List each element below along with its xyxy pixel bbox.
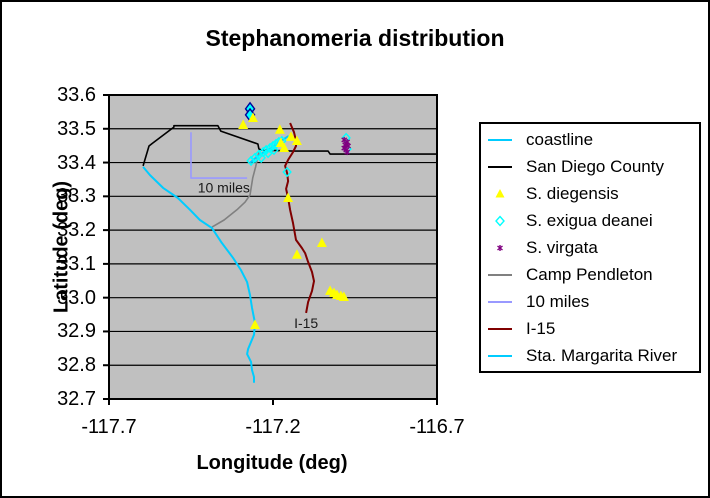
y-tick-label: 33.0: [57, 286, 96, 309]
y-tick-label: 32.7: [57, 388, 96, 410]
legend-item-10-miles: 10 miles: [485, 289, 699, 315]
legend-item-label: S. diegensis: [526, 183, 619, 203]
i-15-line: [284, 122, 315, 314]
annotation-i-15: I-15: [294, 315, 318, 331]
10-miles-swatch-icon: [488, 300, 512, 303]
x-tick-label: -117.2: [245, 416, 301, 438]
legend-item-san-diego-county: San Diego County: [485, 154, 699, 180]
legend-item-i-15: I-15: [485, 316, 699, 342]
legend-item-label: S. virgata: [526, 237, 598, 257]
s-diegensis-marker: [291, 249, 302, 259]
y-tick-label: 33.4: [57, 151, 96, 174]
san-diego-county-line: [142, 124, 437, 167]
legend-item-label: I-15: [526, 318, 556, 338]
s-diegensis-marker: [279, 142, 290, 153]
s-diegensis-marker: [291, 135, 302, 145]
x-tick-label: -117.7: [81, 416, 137, 438]
y-tick-label: 32.9: [57, 320, 96, 343]
s-diegensis-marker: [283, 192, 294, 203]
s-diegensis-marker: [338, 291, 349, 301]
chart-title: Stephanomeria distribution: [205, 25, 505, 51]
y-tick-label: 33.2: [57, 219, 96, 242]
s-exigua-deanei-marker: [268, 140, 278, 152]
s-virgata-marker: [344, 149, 351, 156]
plot-background: [108, 94, 438, 400]
s-exigua-deanei-swatch-icon: [495, 214, 505, 227]
legend: coastline San Diego County S. diegensis S. …: [479, 122, 701, 373]
legend-item-label: coastline: [526, 129, 594, 149]
legend-item-s-exigua-deanei: S. exigua deanei: [485, 208, 699, 234]
legend-item-s-diegensis: S. diegensis: [485, 181, 699, 207]
10-miles-line: [190, 132, 248, 179]
s-diegensis-marker: [247, 112, 258, 122]
s-diegensis-marker: [316, 237, 327, 247]
coastline-swatch-icon: [488, 138, 512, 141]
s-diegensis-marker: [238, 119, 249, 130]
y-tick-label: 32.8: [57, 354, 96, 377]
s-exigua-deanei-marker: [269, 144, 279, 156]
legend-item-label: San Diego County: [526, 156, 664, 176]
camp-pendleton-swatch-icon: [488, 273, 512, 276]
s-virgata-series: [341, 136, 352, 156]
x-tick-label: -116.7: [409, 416, 465, 438]
s-virgata-swatch-icon: [497, 244, 503, 251]
y-tick-label: 33.5: [57, 117, 96, 140]
y-tick-label: 33.3: [57, 185, 96, 208]
coastline-line: [142, 166, 256, 383]
s-diegensis-swatch-icon: [495, 188, 505, 197]
legend-item-camp-pendleton: Camp Pendleton: [485, 262, 699, 288]
legend-item-label: 10 miles: [526, 291, 590, 311]
legend-item-label: S. exigua deanei: [526, 210, 653, 230]
s-diegensis-marker: [274, 124, 285, 134]
legend-item-sta-margarita-river: Sta. Margarita River: [485, 343, 699, 369]
s-diegensis-marker: [249, 319, 260, 330]
y-tick-label: 33.1: [57, 252, 96, 275]
s-diegensis-marker: [286, 131, 297, 141]
sta-margarita-river-swatch-icon: [488, 354, 512, 357]
s-exigua-deanei-marker: [282, 166, 292, 178]
i-15-swatch-icon: [488, 327, 512, 330]
san-diego-county-swatch-icon: [488, 165, 512, 168]
annotation-10-miles: 10 miles: [198, 180, 250, 196]
legend-item-label: Camp Pendleton: [526, 264, 653, 284]
s-diegensis-series: [238, 112, 349, 330]
y-tick-label: 33.6: [57, 84, 96, 106]
legend-item-s-virgata: S. virgata: [485, 235, 699, 261]
legend-item-label: Sta. Margarita River: [526, 345, 678, 365]
x-axis-title: Longitude (deg): [196, 452, 348, 474]
legend-item-coastline: coastline: [485, 127, 699, 153]
camp-pendleton-line: [211, 151, 260, 228]
